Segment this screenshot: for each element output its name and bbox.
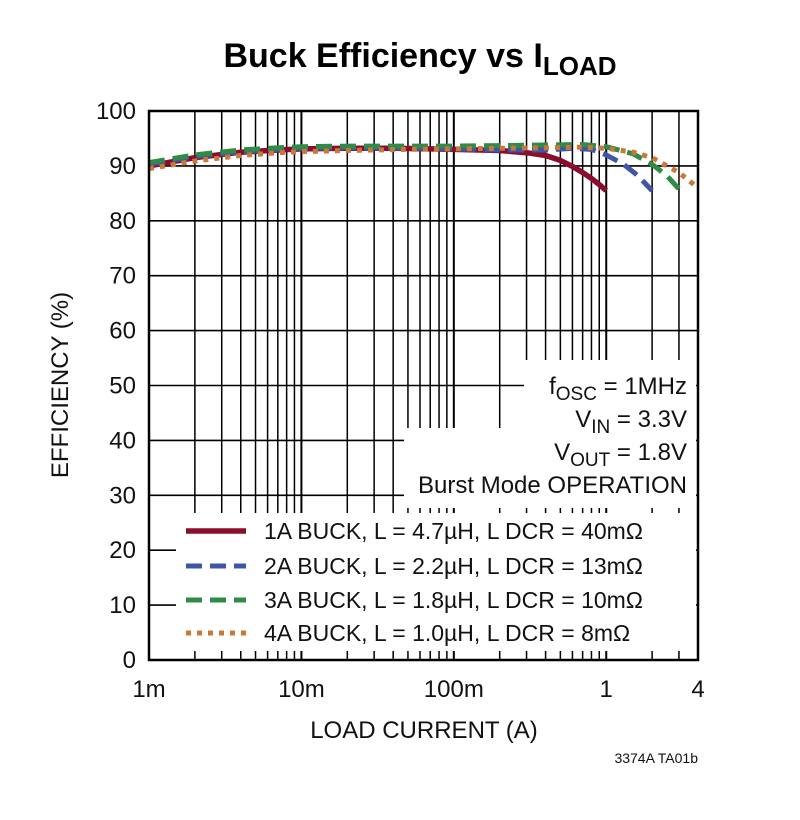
condition-main: V: [554, 439, 570, 466]
y-axis-title: EFFICIENCY (%): [47, 292, 74, 478]
plot-frame: [147, 109, 700, 662]
condition-subscript: OSC: [556, 384, 597, 405]
figure-code: 3374A TA01b: [614, 750, 698, 766]
x-tick-labels: 1m 10m 100m 1 4: [132, 676, 704, 703]
series-line-4: [148, 144, 700, 190]
x-tick-label: 4: [691, 676, 704, 703]
condition-main: Burst Mode OPERATION: [418, 472, 687, 499]
x-tick-label: 100m: [424, 676, 484, 703]
series-line-3: [148, 142, 681, 191]
y-tick-label: 40: [109, 427, 136, 454]
y-tick-labels: 0 10 20 30 40 50 60 70 80 90 100: [96, 98, 136, 674]
y-tick-label: 10: [109, 592, 136, 619]
series-layer: [148, 142, 700, 193]
conditions-bg-wide: [404, 428, 696, 508]
annotation-background: [176, 360, 696, 651]
condition-main: f: [549, 373, 556, 400]
y-tick-label: 100: [96, 98, 136, 125]
y-tick-label: 70: [109, 263, 136, 290]
y-tick-label: 50: [109, 373, 136, 400]
condition-value: = 1MHz: [597, 373, 687, 400]
y-tick-label: 80: [109, 208, 136, 235]
y-tick-label: 0: [123, 647, 136, 674]
conditions-bg: [524, 360, 696, 428]
x-tick-label: 10m: [278, 676, 325, 703]
condition-subscript: IN: [591, 417, 610, 438]
series-line-1: [148, 145, 609, 193]
condition-subscript: OUT: [570, 450, 611, 471]
legend-bg: [176, 513, 696, 651]
chart-title-main: Buck Efficiency vs I: [223, 37, 542, 75]
condition-line-1: fOSC = 1MHz: [549, 373, 687, 405]
condition-value: = 3.3V: [610, 406, 687, 433]
condition-line-3: VOUT = 1.8V: [554, 439, 687, 471]
x-axis-title: LOAD CURRENT (A): [310, 717, 538, 744]
x-tick-label: 1: [600, 676, 613, 703]
y-tick-label: 90: [109, 153, 136, 180]
condition-line-2: VIN = 3.3V: [575, 406, 687, 438]
condition-value: = 1.8V: [610, 439, 687, 466]
legend: 1A BUCK, L = 4.7µH, L DCR = 40mΩ 2A BUCK,…: [186, 518, 643, 646]
legend-label-2: 2A BUCK, L = 2.2µH, L DCR = 13mΩ: [264, 553, 643, 579]
legend-label-3: 3A BUCK, L = 1.8µH, L DCR = 10mΩ: [264, 587, 643, 613]
condition-line-4: Burst Mode OPERATION: [418, 472, 687, 499]
condition-main: V: [575, 406, 591, 433]
x-tick-label: 1m: [132, 676, 165, 703]
legend-label-1: 1A BUCK, L = 4.7µH, L DCR = 40mΩ: [264, 518, 643, 544]
y-tick-label: 20: [109, 537, 136, 564]
chart-title: Buck Efficiency vs ILOAD: [223, 37, 616, 81]
y-tick-label: 30: [109, 482, 136, 509]
legend-label-4: 4A BUCK, L = 1.0µH, L DCR = 8mΩ: [264, 620, 630, 646]
chart-title-subscript: LOAD: [543, 51, 617, 81]
y-tick-label: 60: [109, 318, 136, 345]
